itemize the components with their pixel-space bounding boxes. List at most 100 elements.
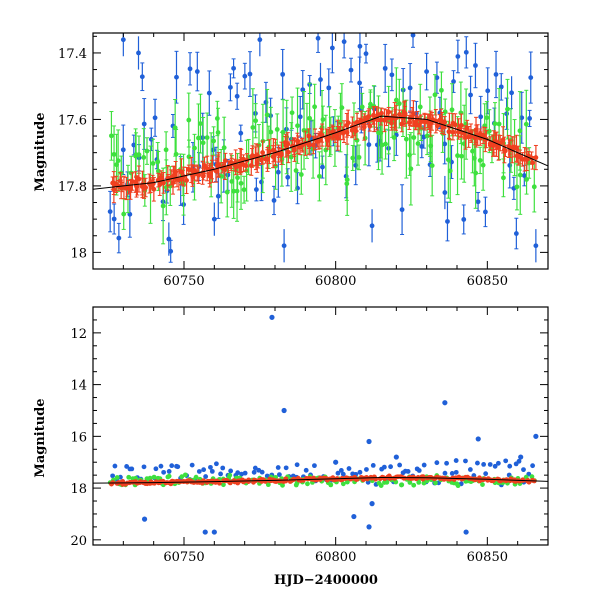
- data-point: [458, 122, 464, 128]
- data-point: [320, 117, 326, 122]
- data-point: [120, 147, 126, 153]
- data-point: [120, 37, 126, 43]
- data-point: [200, 140, 206, 146]
- data-point: [274, 127, 280, 132]
- axes-frame: [92, 32, 549, 270]
- data-point: [519, 115, 525, 121]
- data-point: [455, 483, 461, 489]
- data-point: [280, 129, 286, 135]
- data-point: [503, 458, 509, 464]
- data-point: [509, 90, 514, 96]
- data-point: [121, 211, 127, 217]
- data-point: [340, 471, 346, 477]
- data-point: [307, 115, 313, 121]
- data-point: [424, 133, 430, 139]
- data-point: [182, 472, 188, 478]
- data-point: [369, 223, 375, 229]
- data-point: [231, 188, 237, 194]
- data-point: [453, 458, 459, 463]
- data-point: [393, 454, 399, 460]
- y-tick-label: 17.6: [58, 113, 87, 128]
- data-point: [280, 71, 286, 77]
- data-point: [442, 190, 448, 195]
- data-point: [285, 141, 291, 147]
- data-point: [527, 116, 532, 121]
- data-point: [473, 170, 479, 176]
- data-point: [442, 141, 448, 147]
- data-point: [242, 470, 248, 476]
- data-point: [329, 45, 335, 51]
- data-point: [378, 117, 384, 123]
- data-point: [107, 209, 113, 214]
- data-point: [216, 162, 222, 167]
- data-point: [493, 72, 499, 77]
- y-tick-label: 18: [70, 246, 87, 261]
- data-point: [155, 159, 161, 165]
- data-point: [502, 148, 508, 154]
- data-point: [241, 187, 247, 193]
- data-point: [367, 123, 373, 129]
- data-point: [410, 111, 416, 116]
- data-point: [155, 168, 161, 174]
- data-point: [463, 529, 469, 535]
- data-point: [141, 121, 147, 127]
- x-tick-label: 60750: [163, 550, 204, 565]
- bottom-light-curve-panel: 60750 60800 60850 12 14 16 18 20: [70, 306, 549, 565]
- data-point: [335, 470, 341, 476]
- data-point: [442, 470, 448, 476]
- data-point: [455, 153, 460, 159]
- data-point: [175, 464, 181, 470]
- data-point: [381, 464, 387, 470]
- data-point: [169, 463, 175, 469]
- data-point: [415, 141, 421, 146]
- data-point: [114, 475, 120, 480]
- data-point: [271, 198, 277, 203]
- data-point: [341, 39, 347, 45]
- data-point: [250, 125, 256, 130]
- data-point: [365, 114, 371, 120]
- data-point: [424, 69, 430, 75]
- data-point: [389, 120, 394, 126]
- data-point: [294, 138, 300, 144]
- data-point: [253, 187, 259, 192]
- y-tick-label: 12: [70, 327, 87, 342]
- data-point: [531, 184, 537, 190]
- data-point: [116, 235, 122, 241]
- data-point: [366, 438, 372, 445]
- data-point: [260, 150, 266, 155]
- data-point: [505, 106, 510, 112]
- data-point: [516, 458, 522, 464]
- data-point: [530, 463, 536, 469]
- data-point: [383, 141, 388, 147]
- data-point: [495, 460, 501, 466]
- data-point: [432, 92, 438, 98]
- data-point: [276, 472, 282, 478]
- data-point: [234, 93, 240, 99]
- x-tick-label: 60850: [467, 550, 508, 565]
- data-point: [481, 462, 487, 467]
- data-point: [293, 168, 299, 173]
- x-axis-label: HJD−2400000: [274, 573, 378, 588]
- data-point: [136, 152, 142, 158]
- x-tick-label: 60800: [315, 550, 356, 565]
- data-point: [402, 112, 408, 118]
- data-point: [129, 466, 135, 472]
- data-point: [281, 407, 287, 414]
- top-light-curve-panel: 60750 60800 60850 17.4 17.6 17.8 18: [58, 32, 549, 289]
- data-point: [444, 460, 449, 466]
- data-point: [192, 145, 197, 151]
- data-point: [298, 172, 304, 177]
- data-point: [463, 458, 468, 464]
- data-point: [391, 135, 397, 140]
- data-point: [369, 501, 375, 507]
- data-point: [356, 154, 362, 160]
- data-point: [297, 114, 303, 120]
- data-point: [193, 474, 199, 480]
- data-point: [153, 466, 159, 472]
- data-point: [416, 479, 422, 485]
- data-point: [209, 468, 215, 474]
- data-point: [151, 474, 157, 480]
- data-point: [215, 193, 221, 199]
- data-point: [227, 472, 233, 478]
- data-point: [397, 111, 402, 117]
